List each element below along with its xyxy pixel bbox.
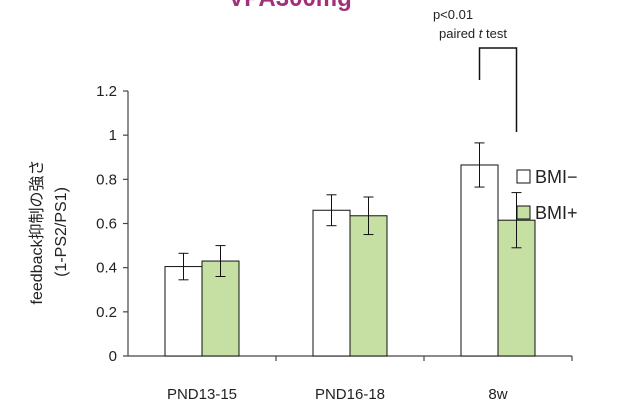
legend: BMI− BMI+	[516, 167, 578, 223]
y-axis-title-line-2: (1-PS2/PS1)	[53, 187, 70, 277]
y-tick-label: 0.8	[96, 171, 117, 188]
test-label-suffix: test	[482, 26, 507, 41]
y-axis-title-line-1: feedback抑制の強さ	[28, 160, 46, 305]
x-tick-label: PND16-18	[315, 386, 385, 403]
legend-swatch	[516, 205, 531, 220]
test-label: paired t test	[439, 26, 507, 41]
test-label-italic: t	[479, 26, 484, 41]
legend-swatch	[516, 169, 531, 184]
y-ticks: 0 0.2 0.4 0.6 0.8 1 1.2	[96, 83, 128, 365]
y-tick-label: 0.4	[96, 260, 117, 277]
y-tick-label: 1.2	[96, 83, 117, 100]
y-tick-label: 0.6	[96, 216, 117, 233]
bar	[164, 266, 203, 357]
chart-title: VPA300mg	[228, 0, 352, 12]
bar	[460, 164, 499, 357]
y-tick-label: 1	[109, 127, 117, 144]
significance-annotation: p<0.01 paired t test	[433, 7, 518, 132]
p-value-label: p<0.01	[433, 7, 473, 22]
test-label-prefix: paired	[439, 26, 479, 41]
x-tick-label: 8w	[488, 386, 507, 403]
x-tick-label: PND13-15	[167, 386, 237, 403]
legend-label: BMI+	[535, 203, 578, 223]
legend-label: BMI−	[535, 167, 578, 187]
y-axis-title: feedback抑制の強さ (1-PS2/PS1)	[28, 160, 70, 305]
x-tick-labels: PND13-15 PND16-18 8w	[167, 386, 508, 403]
error-bars	[178, 142, 522, 281]
significance-bracket	[478, 47, 518, 132]
bar	[349, 215, 388, 357]
bar	[312, 209, 351, 357]
y-tick-label: 0.2	[96, 304, 117, 321]
y-tick-label: 0	[109, 348, 117, 365]
